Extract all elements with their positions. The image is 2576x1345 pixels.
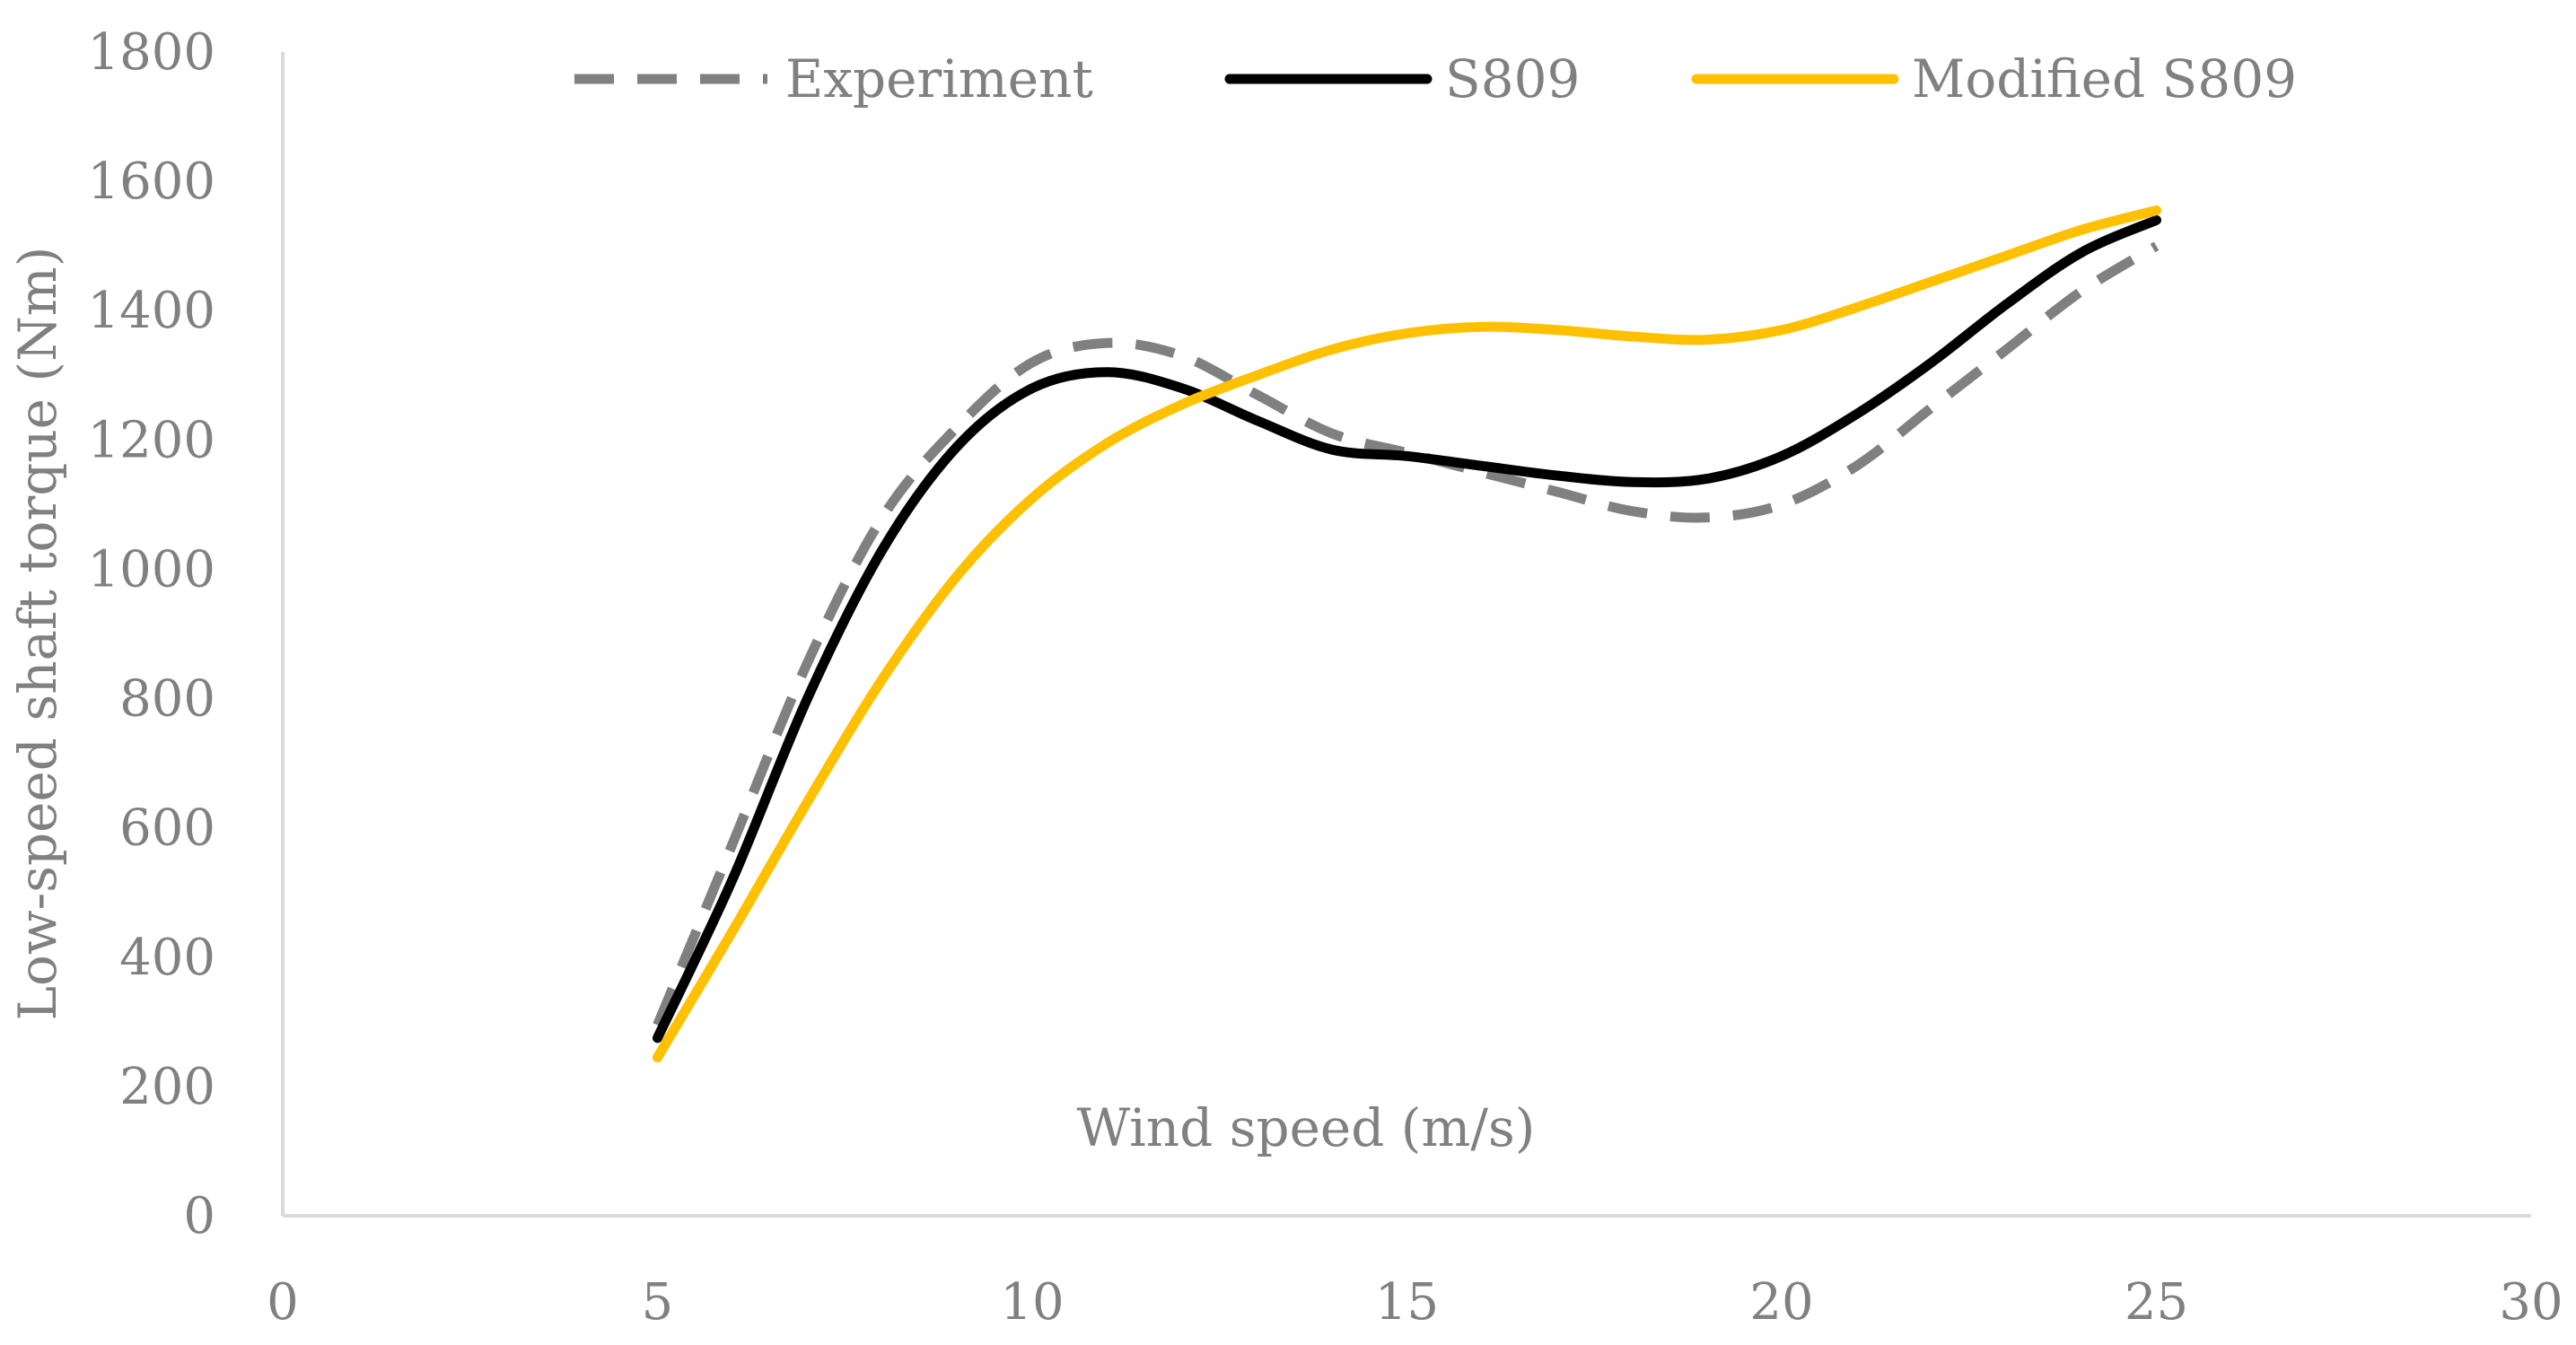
x-tick-labels: 0 5 10 15 20 25 30 xyxy=(267,1273,2563,1332)
axes xyxy=(281,52,2531,1218)
series-layer xyxy=(653,205,2161,1062)
series-line-experiment xyxy=(653,241,2160,1027)
x-axis-title: Wind speed (m/s) xyxy=(1077,1097,1536,1158)
x-tick-label: 10 xyxy=(1000,1273,1064,1332)
legend-label-experiment: Experiment xyxy=(785,48,1093,109)
x-tick-label: 0 xyxy=(267,1273,299,1332)
y-tick-label: 400 xyxy=(119,929,215,987)
x-tick-label: 30 xyxy=(2499,1273,2563,1332)
y-tick-label: 1000 xyxy=(87,540,215,598)
series-line-s809 xyxy=(653,214,2161,1044)
legend-label-modified-s809: Modified S809 xyxy=(1912,48,2297,109)
y-tick-label: 800 xyxy=(119,670,215,729)
x-tick-label: 25 xyxy=(2125,1273,2188,1332)
y-tick-label: 1200 xyxy=(87,411,215,469)
y-axis-title: Low-speed shaft torque (Nm) xyxy=(7,247,68,1021)
y-tick-label: 1400 xyxy=(87,282,215,340)
y-tick-labels: 0 200 400 600 800 1000 1200 1400 1600 1800 xyxy=(87,23,215,1245)
y-tick-label: 600 xyxy=(119,799,215,858)
x-tick-label: 5 xyxy=(642,1273,674,1332)
y-tick-label: 1800 xyxy=(87,23,215,82)
y-tick-label: 200 xyxy=(119,1058,215,1116)
legend-label-s809: S809 xyxy=(1445,48,1580,109)
x-tick-label: 20 xyxy=(1749,1273,1813,1332)
y-tick-label: 1600 xyxy=(87,153,215,211)
legend: Experiment S809 Modified S809 xyxy=(574,48,2297,109)
x-tick-label: 15 xyxy=(1375,1273,1439,1332)
y-tick-label: 0 xyxy=(183,1187,215,1245)
series-line-modified-s809 xyxy=(653,205,2161,1062)
